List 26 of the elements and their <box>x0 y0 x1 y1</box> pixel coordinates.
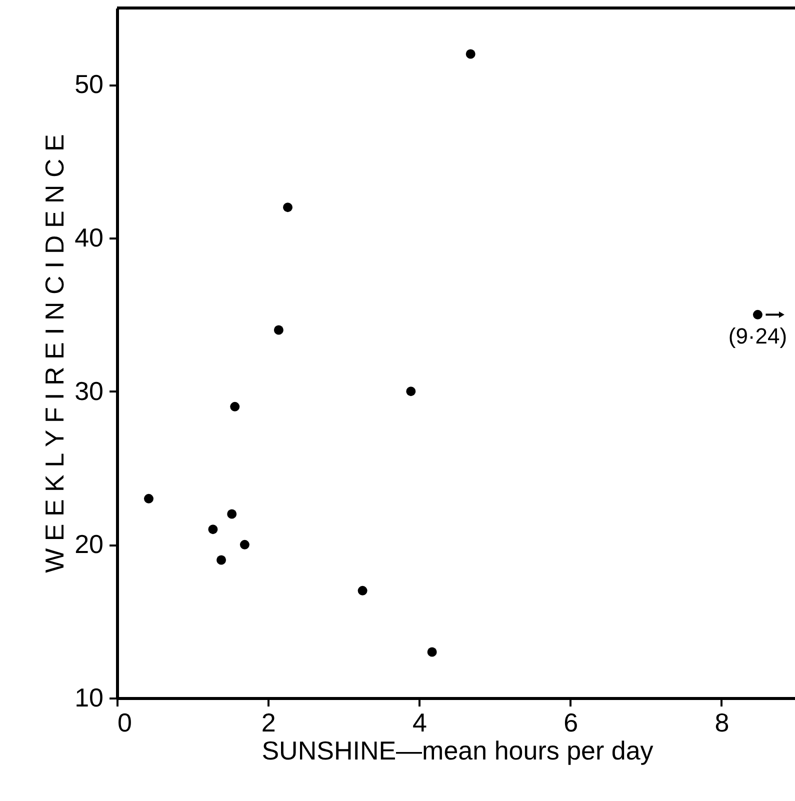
y-tick-label: 40 <box>74 222 104 252</box>
x-tick-label: 4 <box>412 708 427 738</box>
point <box>274 325 284 335</box>
point <box>227 509 237 519</box>
point <box>406 386 416 396</box>
point <box>208 524 218 534</box>
point <box>752 310 762 320</box>
y-tick-label: 20 <box>74 529 104 560</box>
x-tick-label: 8 <box>714 708 730 738</box>
point <box>358 586 368 596</box>
x-tick-label: 6 <box>564 708 578 738</box>
y-tick-label: 50 <box>74 69 104 100</box>
point <box>427 647 437 657</box>
x-tick-label: 0 <box>118 708 132 738</box>
x-axis-title: SUNSHINE—mean hours per day <box>262 736 654 766</box>
y-tick-label: 10 <box>74 682 104 712</box>
annotation: (9·24) <box>728 324 788 349</box>
point <box>466 49 476 59</box>
point <box>230 402 240 412</box>
point <box>240 540 250 550</box>
x-tick-label: 2 <box>261 708 276 738</box>
point <box>283 202 292 212</box>
point <box>216 555 226 565</box>
y-axis-title: W E E K L Y F I R E I N C I D E N C E <box>40 134 70 573</box>
point <box>144 494 154 504</box>
y-tick-label: 30 <box>74 376 104 406</box>
